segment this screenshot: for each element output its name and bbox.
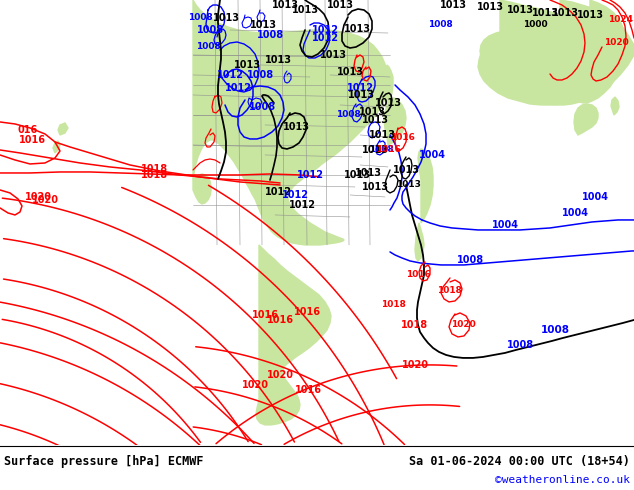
Text: 1016: 1016 [375,146,401,154]
Polygon shape [578,0,626,103]
Text: 1013: 1013 [347,90,375,100]
Text: 1016: 1016 [252,310,278,320]
Text: 1013: 1013 [576,10,604,20]
Text: 1008: 1008 [188,14,212,23]
Text: 1018: 1018 [401,320,429,330]
Text: 1013: 1013 [361,115,389,125]
Polygon shape [193,174,211,204]
Text: 1012: 1012 [311,33,339,43]
Text: Surface pressure [hPa] ECMWF: Surface pressure [hPa] ECMWF [4,455,204,468]
Text: 1016: 1016 [294,307,321,317]
Polygon shape [53,141,60,153]
Text: 1013: 1013 [271,0,299,10]
Text: 1013: 1013 [292,5,318,15]
Polygon shape [611,97,619,115]
Text: 1008: 1008 [368,146,393,154]
Text: 1008: 1008 [249,102,276,112]
Text: 1018: 1018 [437,287,462,295]
Polygon shape [478,0,602,105]
Polygon shape [193,0,388,245]
Text: ©weatheronline.co.uk: ©weatheronline.co.uk [495,475,630,485]
Text: 1008: 1008 [335,110,360,120]
Text: 1013: 1013 [368,130,396,140]
Text: 1013: 1013 [531,8,559,18]
Text: 1013: 1013 [361,182,389,192]
Polygon shape [418,149,433,223]
Polygon shape [256,245,331,425]
Text: 1008: 1008 [196,43,221,51]
Text: 1020: 1020 [25,192,51,202]
Text: 1008: 1008 [541,325,569,335]
Text: 1013: 1013 [396,180,420,190]
Text: 1018: 1018 [141,164,169,174]
Text: 1008: 1008 [197,25,224,35]
Text: 1013: 1013 [375,98,401,108]
Polygon shape [385,65,393,105]
Text: 1004: 1004 [491,220,519,230]
Polygon shape [574,104,598,135]
Text: 1000: 1000 [522,21,547,29]
Text: 1020: 1020 [242,380,269,390]
Text: 1016: 1016 [295,385,321,395]
Text: 1008: 1008 [256,30,283,40]
Text: 1013: 1013 [358,107,385,117]
Text: 1008: 1008 [507,340,534,350]
Text: 1008: 1008 [247,70,273,80]
Text: 1013: 1013 [439,0,467,10]
Text: 1016: 1016 [266,315,294,325]
Text: 1013: 1013 [212,13,240,23]
Text: 1012: 1012 [281,190,309,200]
Text: 1018: 1018 [380,300,405,310]
Text: 1020: 1020 [451,320,476,329]
Polygon shape [58,123,68,135]
Text: 016: 016 [18,125,38,135]
Text: 1004: 1004 [562,208,588,218]
Text: 1008: 1008 [456,255,484,265]
Text: 1016: 1016 [18,135,46,145]
Text: 1013: 1013 [477,2,503,12]
Text: 1020: 1020 [32,195,58,205]
Text: 1012: 1012 [347,83,373,93]
Text: 1008: 1008 [427,21,453,29]
Text: 1020: 1020 [266,370,294,380]
Text: 1013: 1013 [283,122,309,132]
Text: 1013: 1013 [337,67,363,77]
Text: 1013: 1013 [507,5,533,15]
Text: 1012: 1012 [297,170,323,180]
Polygon shape [480,0,634,105]
Text: 1013: 1013 [233,60,261,70]
Text: 1012: 1012 [311,25,339,35]
Text: 1013: 1013 [327,0,354,10]
Text: 1020: 1020 [604,39,628,48]
Text: 1004: 1004 [581,192,609,202]
Text: 1013: 1013 [354,168,382,178]
Text: 1013: 1013 [361,145,389,155]
Text: 1013: 1013 [344,24,370,34]
Text: 1013: 1013 [552,8,578,18]
Text: 1013: 1013 [392,165,420,175]
Text: 1012: 1012 [224,83,252,93]
Text: 1013: 1013 [250,20,276,30]
Text: 1012: 1012 [264,187,292,197]
Text: 1016: 1016 [406,270,430,279]
Text: 1012: 1012 [288,200,316,210]
Polygon shape [415,223,424,261]
Text: 1024: 1024 [609,16,633,24]
Text: Sa 01-06-2024 00:00 UTC (18+54): Sa 01-06-2024 00:00 UTC (18+54) [409,455,630,468]
Text: 1004: 1004 [418,150,446,160]
Text: 1013: 1013 [320,50,347,60]
Text: 1016: 1016 [389,133,415,143]
Text: 1013: 1013 [264,55,292,65]
Text: 1013: 1013 [344,170,370,180]
Text: 1018: 1018 [141,170,169,180]
Text: 1020: 1020 [401,360,429,370]
Text: 1012: 1012 [216,70,243,80]
Polygon shape [384,98,406,145]
